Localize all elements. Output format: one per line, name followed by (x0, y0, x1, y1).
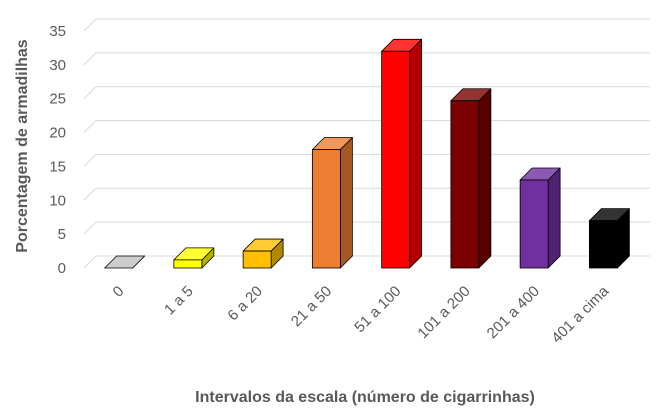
y-tick-label: 35 (49, 23, 66, 40)
bar-3 (242, 238, 284, 269)
y-tick-label: 0 (58, 260, 66, 277)
x-tick-label: 51 a 100 (351, 283, 404, 336)
bar-2 (173, 247, 215, 269)
gridline-floor-edge (83, 86, 97, 100)
bar-side-face (409, 38, 423, 269)
x-tick-label: 21 a 50 (288, 283, 335, 330)
bar-8 (588, 208, 630, 269)
bar-5 (381, 38, 423, 269)
bar-side-face (478, 88, 492, 269)
gridlines (83, 18, 650, 269)
gridline-floor-edge (83, 154, 97, 167)
bars (104, 38, 630, 269)
bar-side-face (547, 167, 561, 269)
gridline-floor-edge (83, 187, 97, 201)
x-tick-label: 0 (110, 283, 128, 301)
x-tick-label: 201 a 400 (484, 283, 543, 342)
y-tick-label: 20 (49, 125, 66, 142)
y-axis-title: Porcentagem de armadilhas (14, 39, 31, 253)
bar-4 (311, 137, 353, 269)
y-axis-ticks: 0 5 10 15 20 25 30 35 (49, 23, 66, 277)
x-axis-ticks: 0 1 a 5 6 a 20 21 a 50 51 a 100 101 a 200 201 … (110, 282, 613, 346)
bar-7 (519, 167, 561, 269)
y-tick-label: 15 (49, 158, 66, 175)
y-tick-label: 25 (49, 91, 66, 108)
bar-1 (104, 255, 146, 269)
gridline-floor-edge (83, 221, 97, 235)
y-tick-label: 5 (58, 226, 66, 243)
bar-front-face (450, 100, 480, 269)
bar-side-face (339, 137, 353, 269)
x-tick-label: 101 a 200 (414, 283, 473, 342)
x-tick-label: 401 a cima (548, 282, 612, 346)
bar-front-face (311, 149, 341, 269)
bar-front-face (588, 220, 618, 269)
gridline-floor-edge (83, 18, 97, 32)
x-tick-label: 1 a 5 (161, 283, 197, 319)
x-axis-title: Intervalos da escala (número de cigarrin… (195, 389, 535, 406)
y-tick-label: 10 (49, 192, 66, 209)
gridline-floor-edge (83, 52, 97, 66)
x-tick-label: 6 a 20 (224, 283, 266, 325)
gridline-floor-edge (83, 255, 97, 269)
bar-front-face (519, 179, 549, 269)
bar-6 (450, 88, 492, 269)
bar-front-face (242, 250, 272, 269)
bar-top-face (104, 255, 146, 269)
y-tick-label: 30 (49, 57, 66, 74)
gridline-floor-edge (83, 120, 97, 133)
bar-front-face (381, 50, 411, 269)
bar-front-face (173, 259, 203, 269)
